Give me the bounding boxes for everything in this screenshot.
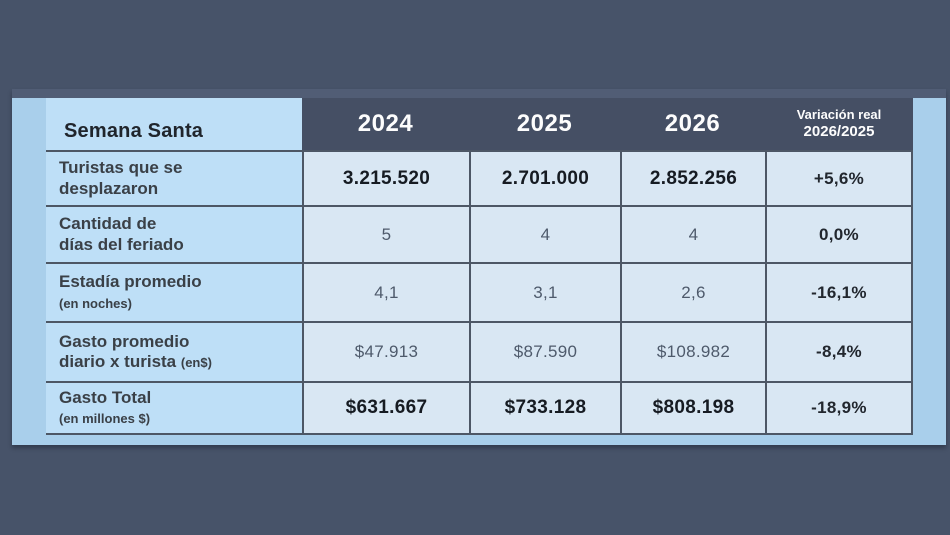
column-header-variation: Variación real 2026/2025	[765, 98, 913, 150]
row-4-value-2025: $87.590	[469, 321, 620, 381]
row-1-label: Turistas que se desplazaron	[46, 150, 302, 205]
variation-header-line1: Variación real	[796, 107, 882, 123]
row-2-value-2026: 4	[620, 205, 765, 262]
row-4-value-2026: $108.982	[620, 321, 765, 381]
row-1-value-2025: 2.701.000	[469, 150, 620, 205]
row-2-value-2024: 5	[302, 205, 469, 262]
row-2-label-line1: Cantidad de	[59, 214, 157, 234]
row-4-label: Gasto promedio diario x turista (en$)	[46, 321, 302, 381]
row-4-label-note: (en$)	[180, 355, 212, 370]
row-1-value-2024: 3.215.520	[302, 150, 469, 205]
column-header-2024: 2024	[302, 98, 469, 150]
row-5-label-note: (en millones $)	[59, 411, 151, 426]
row-5-value-2025: $733.128	[469, 381, 620, 435]
row-5-variation: -18,9%	[765, 381, 913, 435]
row-3-label: Estadía promedio (en noches)	[46, 262, 302, 321]
row-3-label-note: (en noches)	[59, 295, 132, 311]
row-3-value-2025: 3,1	[469, 262, 620, 321]
row-4-variation: -8,4%	[765, 321, 913, 381]
row-4-label-line2: diario x turista (en$)	[59, 352, 212, 371]
variation-header-line2: 2026/2025	[803, 122, 875, 140]
row-3-value-2024: 4,1	[302, 262, 469, 321]
row-5-label: Gasto Total (en millones $)	[46, 381, 302, 435]
row-3-variation: -16,1%	[765, 262, 913, 321]
row-1-label-line1: Turistas que se	[59, 158, 183, 178]
row-5-label-line2: (en millones $)	[59, 408, 298, 428]
row-1-label-line2: desplazaron	[59, 178, 159, 198]
row-1-value-2026: 2.852.256	[620, 150, 765, 205]
row-2-label-line2: días del feriado	[59, 234, 184, 254]
tourism-table: Semana Santa 2024 2025 2026 Variación re…	[46, 98, 913, 435]
column-header-2026: 2026	[620, 98, 765, 150]
row-2-value-2025: 4	[469, 205, 620, 262]
column-header-2025: 2025	[469, 98, 620, 150]
row-3-label-line2: (en noches)	[59, 293, 298, 313]
table-title: Semana Santa	[46, 98, 302, 150]
row-4-value-2024: $47.913	[302, 321, 469, 381]
row-4-label-line1: Gasto promedio	[59, 331, 190, 351]
row-5-value-2026: $808.198	[620, 381, 765, 435]
row-5-value-2024: $631.667	[302, 381, 469, 435]
panel-top-strip	[12, 89, 946, 98]
row-3-label-line1: Estadía promedio	[59, 272, 202, 292]
row-3-value-2026: 2,6	[620, 262, 765, 321]
row-1-variation: +5,6%	[765, 150, 913, 205]
slide-panel: Semana Santa 2024 2025 2026 Variación re…	[12, 89, 946, 445]
row-2-label: Cantidad de días del feriado	[46, 205, 302, 262]
row-2-variation: 0,0%	[765, 205, 913, 262]
row-5-label-line1: Gasto Total	[59, 387, 152, 407]
